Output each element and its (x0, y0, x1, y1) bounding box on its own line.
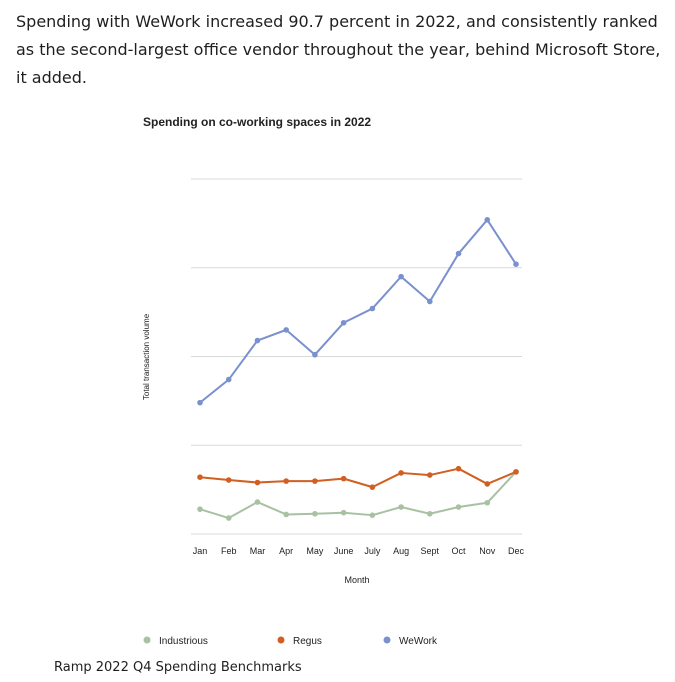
x-tick-label: Apr (279, 546, 293, 556)
data-point-industrious (340, 509, 347, 516)
data-point-industrious (427, 510, 433, 517)
chart-title: Spending on co-working spaces in 2022 (143, 115, 371, 129)
data-point-wework (484, 217, 491, 223)
x-tick-label: Mar (250, 546, 266, 556)
x-tick-label: Aug (393, 546, 409, 556)
data-point-wework (225, 376, 232, 383)
data-point-regus (455, 465, 462, 472)
data-point-industrious (369, 512, 376, 518)
chart-legend: Industrious Regus WeWork (143, 636, 438, 647)
figure-caption: Ramp 2022 Q4 Spending Benchmarks (54, 660, 302, 675)
data-point-regus (312, 478, 318, 484)
data-point-industrious (455, 504, 462, 510)
chart-series (197, 217, 519, 521)
data-point-regus (225, 477, 232, 483)
data-point-regus (369, 484, 376, 490)
legend-label-wework: WeWork (399, 636, 438, 647)
x-tick-label: July (364, 546, 381, 556)
series-line-industrious (199, 471, 517, 520)
x-tick-label: Feb (221, 546, 237, 556)
series-line-wework (199, 218, 517, 404)
x-tick-label: Dec (508, 546, 525, 556)
data-point-industrious (484, 499, 491, 506)
data-point-industrious (312, 510, 318, 517)
data-point-wework (254, 337, 261, 344)
data-point-industrious (254, 499, 261, 505)
data-point-regus (427, 472, 433, 478)
data-point-industrious (225, 515, 232, 521)
legend-label-industrious: Industrious (159, 636, 208, 647)
x-tick-label: Oct (452, 546, 467, 556)
series-line-regus (199, 467, 517, 489)
data-point-wework (197, 399, 203, 406)
x-tick-label: Jan (193, 546, 208, 556)
data-point-wework (398, 273, 404, 280)
chart-gridlines (191, 178, 522, 535)
data-point-regus (513, 469, 519, 475)
data-point-regus (197, 474, 203, 481)
data-point-industrious (197, 506, 203, 512)
legend-marker-industrious (143, 636, 151, 644)
x-axis-label: Month (344, 575, 369, 585)
data-point-wework (513, 261, 519, 268)
legend-marker-regus (277, 636, 285, 644)
data-point-wework (455, 250, 462, 257)
data-point-regus (283, 478, 289, 484)
legend-label-regus: Regus (293, 636, 322, 647)
y-axis-label: Total transaction volume (142, 313, 151, 400)
data-point-regus (254, 479, 261, 486)
data-point-wework (312, 351, 318, 358)
x-tick-label: June (334, 546, 354, 556)
data-point-industrious (283, 511, 289, 518)
data-point-wework (369, 305, 376, 312)
x-tick-label: May (306, 546, 324, 556)
x-tick-label: Sept (421, 546, 440, 556)
article-intro: Spending with WeWork increased 90.7 perc… (16, 12, 661, 87)
data-point-regus (340, 475, 347, 482)
x-tick-label: Nov (479, 546, 496, 556)
data-point-industrious (398, 504, 404, 510)
data-point-wework (427, 298, 433, 305)
data-point-regus (484, 481, 491, 487)
x-axis-tick-labels: Jan Feb Mar Apr May June July Aug Sept Oct Nov Dec (193, 546, 525, 556)
legend-marker-wework (383, 636, 391, 644)
data-point-wework (340, 319, 347, 326)
data-point-wework (283, 327, 289, 333)
data-point-regus (398, 470, 404, 476)
